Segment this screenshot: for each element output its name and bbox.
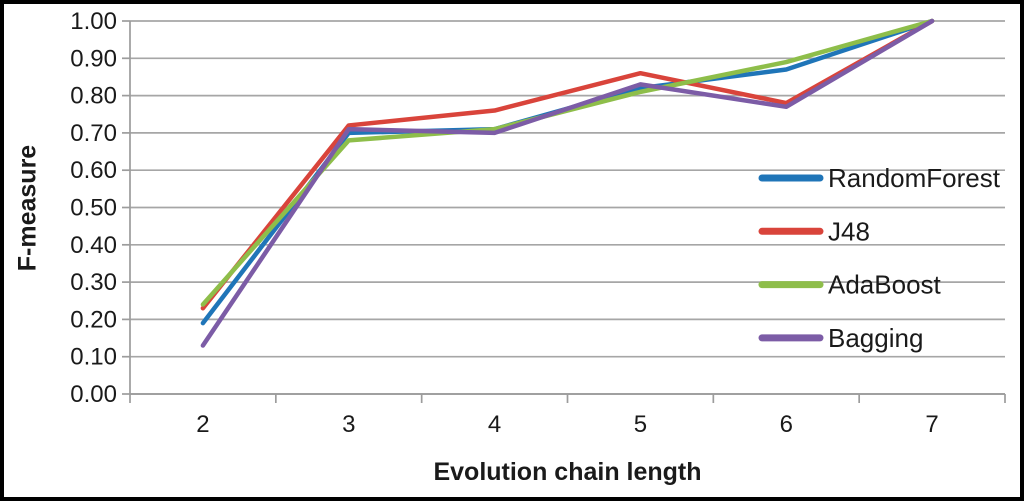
legend-label-randomforest: RandomForest <box>828 163 1001 193</box>
x-axis-title: Evolution chain length <box>433 458 702 486</box>
x-tick-label: 6 <box>780 411 793 438</box>
y-tick-label: 0.40 <box>70 232 117 259</box>
y-tick-label: 1.00 <box>70 8 117 35</box>
y-tick-label: 0.30 <box>70 269 117 296</box>
y-tick-label: 0.50 <box>70 195 117 222</box>
series-line-adaboost <box>200 18 935 307</box>
series-line-j48 <box>200 18 935 311</box>
x-tick-label: 2 <box>196 411 209 438</box>
y-tick-label: 0.70 <box>70 120 117 147</box>
y-tick-label: 0.10 <box>70 344 117 371</box>
y-tick-label: 0.00 <box>70 381 117 408</box>
x-tick-label: 4 <box>488 411 501 438</box>
legend-label-bagging: Bagging <box>828 323 923 353</box>
y-tick-label: 0.60 <box>70 157 117 184</box>
y-tick-label: 0.90 <box>70 45 117 72</box>
legend-label-j48: J48 <box>828 216 870 246</box>
x-tick-label: 5 <box>634 411 647 438</box>
y-tick-label: 0.20 <box>70 306 117 333</box>
y-tick-label: 0.80 <box>70 83 117 110</box>
x-tick-label: 7 <box>925 411 938 438</box>
y-axis-title: F-measure <box>13 144 42 272</box>
x-tick-label: 3 <box>342 411 355 438</box>
series-line-bagging <box>200 18 935 348</box>
legend-label-adaboost: AdaBoost <box>828 270 942 300</box>
